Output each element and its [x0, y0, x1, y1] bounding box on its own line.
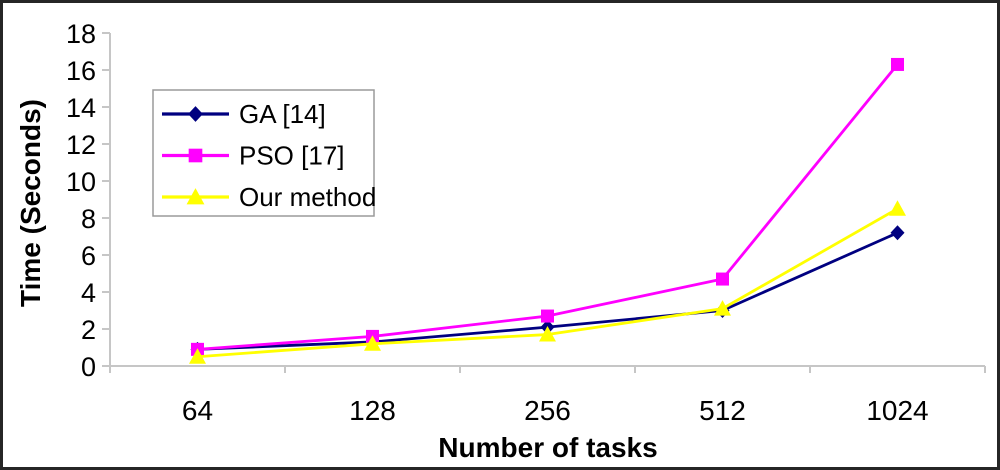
legend-item-pso-17-: PSO [17]: [162, 141, 345, 171]
x-axis-title: Number of tasks: [438, 432, 658, 463]
svg-text:4: 4: [81, 278, 96, 308]
series-our-method: [189, 200, 906, 364]
svg-text:64: 64: [182, 395, 213, 426]
svg-text:10: 10: [66, 167, 96, 197]
svg-text:2: 2: [81, 315, 96, 345]
x-tick-labels: 64 128 256 512 1024: [182, 395, 929, 426]
legend-label: Our method: [239, 182, 376, 212]
y-axis-title: Time (Seconds): [15, 99, 46, 307]
svg-text:256: 256: [524, 395, 571, 426]
y-tick-labels: 0 2 4 6 8 10 12 14 16 18: [66, 19, 96, 382]
svg-text:128: 128: [349, 395, 396, 426]
svg-text:0: 0: [81, 352, 96, 382]
legend-label: GA [14]: [239, 99, 326, 129]
svg-text:18: 18: [66, 19, 96, 49]
legend-item-our-method: Our method: [162, 182, 376, 212]
svg-text:8: 8: [81, 204, 96, 234]
svg-text:512: 512: [699, 395, 746, 426]
plot-area: 0 2 4 6 8 10 12 14 16 18 64 128 256 512 1024 GA [14] PSO…: [66, 19, 986, 426]
svg-text:12: 12: [66, 130, 96, 160]
svg-text:14: 14: [66, 93, 96, 123]
legend-label: PSO [17]: [239, 141, 345, 171]
axes: [102, 32, 986, 373]
legend: GA [14] PSO [17] Our method: [152, 89, 376, 217]
svg-text:1024: 1024: [866, 395, 928, 426]
svg-text:16: 16: [66, 56, 96, 86]
svg-text:6: 6: [81, 241, 96, 271]
legend-item-ga-14-: GA [14]: [162, 99, 326, 129]
